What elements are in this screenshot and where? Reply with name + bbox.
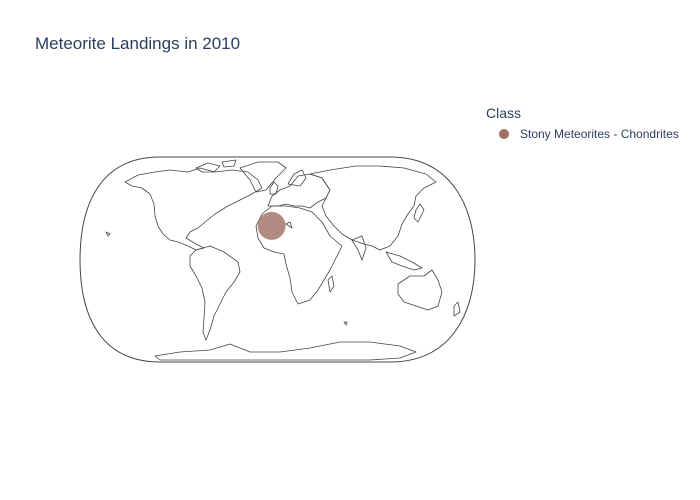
india-coast: [351, 235, 367, 261]
se-asia-islands-coast: [385, 251, 423, 271]
antarctica-coast: [154, 341, 417, 361]
legend: Class Stony Meteorites - Chondrites: [486, 105, 679, 141]
legend-title: Class: [486, 105, 522, 121]
scandinavia-coast: [287, 169, 307, 187]
japan-coast: [413, 203, 425, 223]
africa-coast: [255, 205, 343, 305]
meteorite-point-0[interactable]: [257, 211, 286, 240]
asia-coast: [309, 165, 437, 251]
small-islands-coast: [105, 221, 348, 326]
madagascar-coast: [327, 275, 335, 293]
north-america-coast: [124, 167, 263, 251]
australia-coast: [397, 269, 443, 311]
legend-item-label: Stony Meteorites - Chondrites: [520, 127, 679, 141]
chart-title: Meteorite Landings in 2010: [35, 34, 241, 53]
legend-item-chondrites[interactable]: Stony Meteorites - Chondrites: [486, 127, 679, 141]
south-america-coast: [189, 245, 241, 341]
globe-outline: [79, 156, 476, 363]
new-zealand-coast: [453, 301, 461, 317]
meteorite-points[interactable]: [257, 211, 286, 240]
greenland-coast: [239, 161, 287, 193]
coastlines: [105, 159, 461, 361]
uk-coast: [269, 181, 279, 195]
legend-marker-icon: [499, 129, 509, 139]
arctic-islands-coast: [195, 159, 237, 173]
